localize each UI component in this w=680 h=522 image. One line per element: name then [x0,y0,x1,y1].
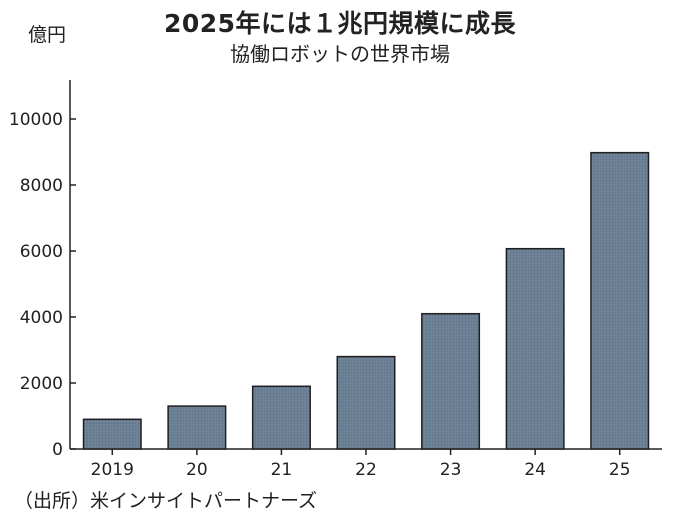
x-tick-label: 22 [355,460,377,480]
bar-23 [421,312,481,450]
bar-20 [167,405,227,450]
x-tick-label: 20 [186,460,208,480]
x-tick-label: 21 [271,460,293,480]
y-axis-unit-label: 億円 [28,24,67,46]
x-tick-label: 25 [609,460,631,480]
chart-subtitle: 協働ロボットの世界市場 [230,42,450,66]
y-tick-label: 0 [52,440,63,460]
y-tick-label: 10000 [9,110,63,130]
bar-25 [590,151,650,450]
bar-2019 [82,418,142,450]
y-tick-label: 4000 [20,308,63,328]
y-tick-label: 2000 [20,374,63,394]
x-tick-label: 24 [524,460,546,480]
y-tick-label: 8000 [20,176,63,196]
source-note: （出所）米インサイトパートナーズ [14,490,318,512]
bar-21 [251,385,311,450]
bar-22 [336,355,396,450]
x-tick-label: 2019 [91,460,134,480]
chart-title: 2025年には１兆円規模に成長 [163,9,517,38]
x-tick-label: 23 [440,460,462,480]
bar-24 [505,247,565,450]
y-tick-label: 6000 [20,242,63,262]
